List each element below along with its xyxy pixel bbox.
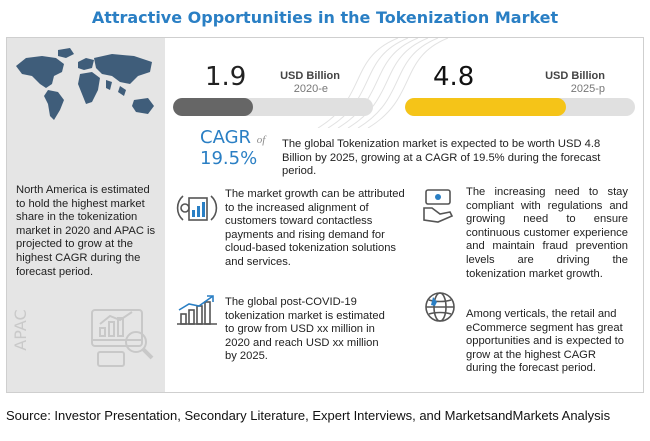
insight-text-3: The increasing need to stay compliant wi… <box>466 186 628 280</box>
unit-label-2025: USD Billion <box>545 70 605 82</box>
decorative-wave-lines <box>317 38 449 128</box>
page-title: Attractive Opportunities in the Tokeniza… <box>91 8 559 27</box>
cagr-text: CAGR <box>200 127 252 148</box>
market-value-2025: 4.8 <box>433 62 475 92</box>
globe-icon <box>425 292 455 322</box>
insight-text-2: The global post-COVID-19 tokenization ma… <box>225 296 385 363</box>
cagr-value: 19.5% <box>200 148 258 169</box>
region-label: APAC <box>11 309 30 351</box>
growth-chart-icon <box>177 295 217 325</box>
bar-fill-2025 <box>405 98 566 116</box>
source-note: Source: Investor Presentation, Secondary… <box>6 408 611 423</box>
year-label-2020: 2020-e <box>293 83 328 95</box>
cagr-of-text: of <box>256 134 266 146</box>
insight-text-1: The market growth can be attributed to t… <box>225 188 405 268</box>
compliance-money-icon <box>423 189 454 223</box>
year-label-2025: 2025-p <box>570 83 605 95</box>
infographic-frame <box>6 37 644 393</box>
unit-label-2020: USD Billion <box>280 70 340 82</box>
region-note: North America is estimated to hold the h… <box>16 184 156 278</box>
payment-growth-icon <box>176 195 218 221</box>
market-value-2020: 1.9 <box>205 62 247 92</box>
bar-track-2020 <box>173 98 373 116</box>
analytics-report-icon <box>91 309 154 367</box>
insight-text-4: Among verticals, the retail and eCommerc… <box>466 308 624 375</box>
bar-track-2025 <box>405 98 635 116</box>
world-map-icon <box>16 48 154 120</box>
bar-fill-2020 <box>173 98 253 116</box>
cagr-label: CAGR of <box>200 127 265 148</box>
market-summary: The global Tokenization market is expect… <box>282 138 601 178</box>
